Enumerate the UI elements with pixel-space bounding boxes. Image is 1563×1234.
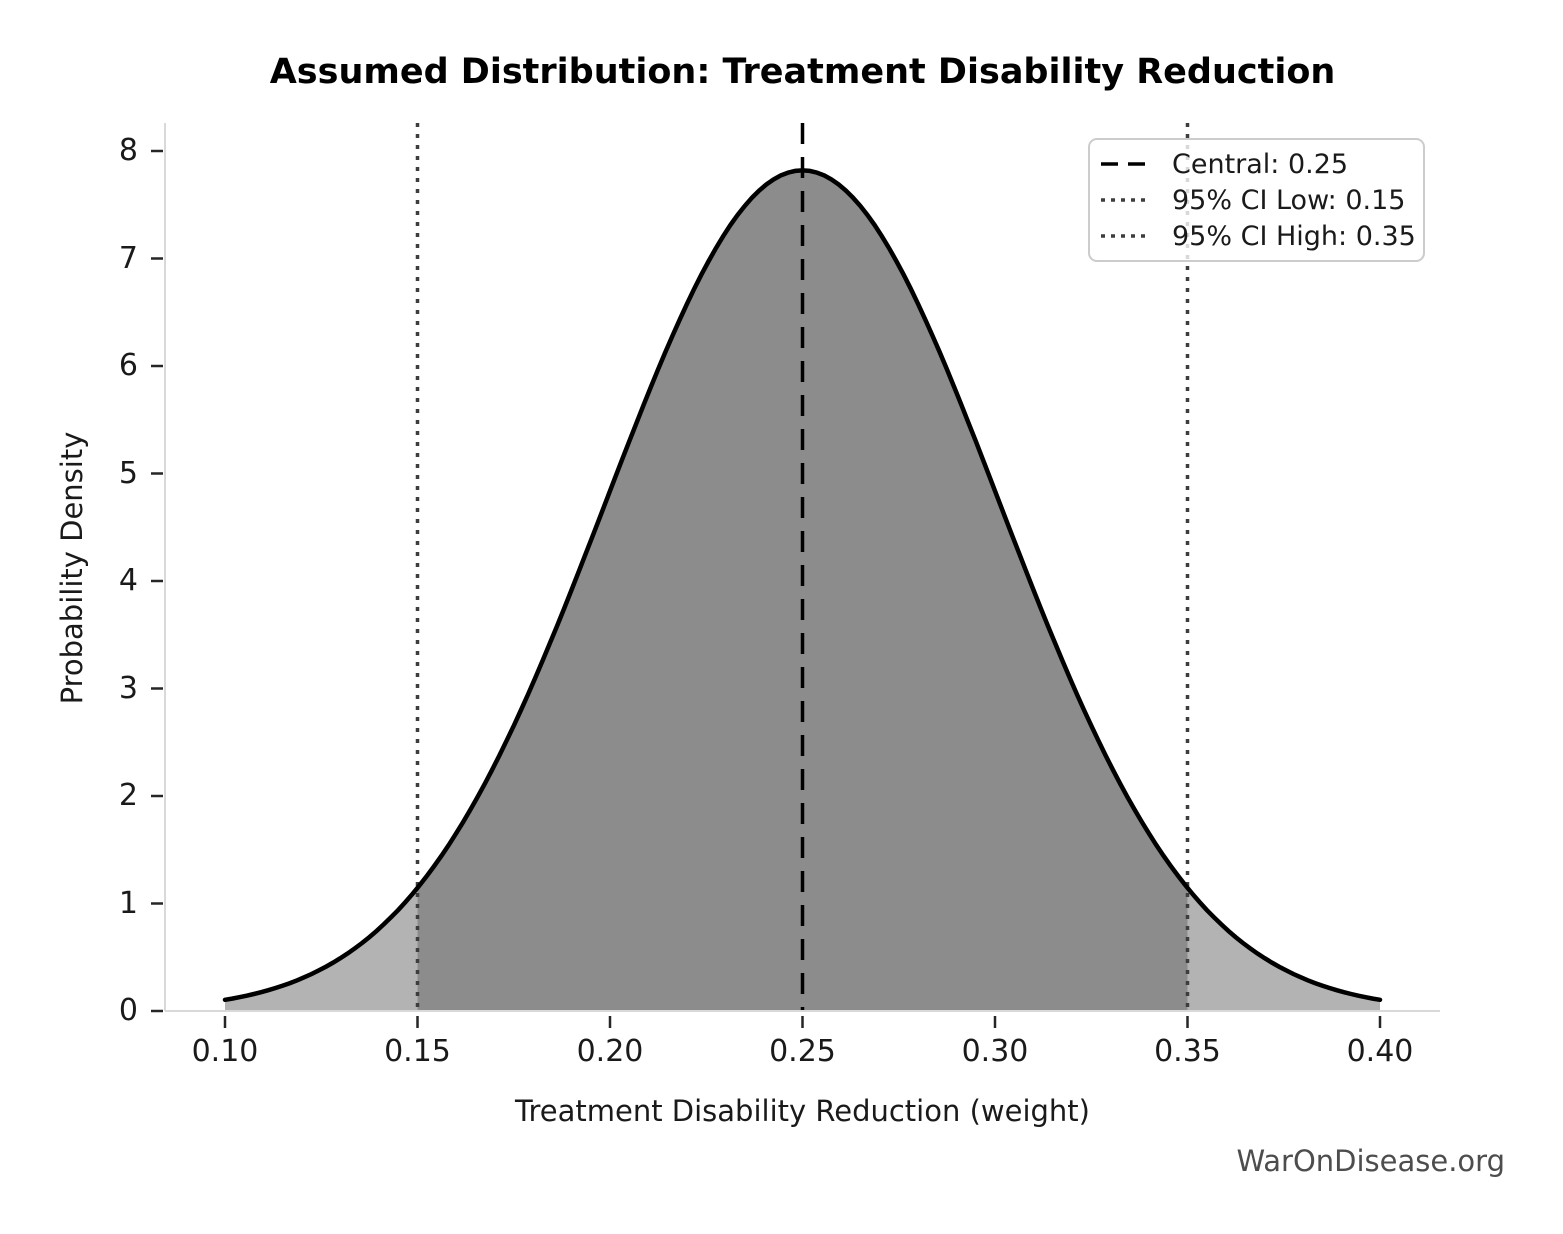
x-tick-label: 0.35 [1154, 1034, 1221, 1069]
watermark-text: WarOnDisease.org [1236, 1144, 1505, 1178]
legend-item-ci-low: 95% CI Low: 0.15 [1100, 185, 1413, 216]
x-tick-label: 0.25 [769, 1034, 836, 1069]
y-tick-label: 4 [118, 563, 138, 598]
legend-item-label: 95% CI Low: 0.15 [1172, 184, 1406, 216]
y-tick-label: 0 [118, 993, 138, 1028]
y-tick-label: 7 [118, 240, 138, 276]
legend-item-label: Central: 0.25 [1172, 148, 1349, 180]
legend-dashed-line-icon [1101, 162, 1151, 166]
legend-item-label: 95% CI High: 0.35 [1172, 220, 1416, 252]
x-tick-label: 0.10 [191, 1034, 259, 1069]
legend-item-central: Central: 0.25 [1100, 149, 1413, 180]
chart-title: Assumed Distribution: Treatment Disabili… [269, 52, 1336, 92]
legend-item-ci-high: 95% CI High: 0.35 [1100, 220, 1416, 252]
y-tick-label: 6 [118, 348, 138, 383]
legend-dotted-line-icon [1101, 234, 1151, 238]
x-axis-label: Treatment Disability Reduction (weight) [515, 1094, 1090, 1128]
y-tick-label: 5 [118, 455, 138, 491]
probability-density-curve [222, 168, 1383, 1003]
y-axis-label: Probability Density [55, 431, 89, 705]
x-tick-label: 0.15 [384, 1034, 451, 1069]
legend: Central: 0.25 95% CI Low: 0.15 95% CI High… [1088, 138, 1425, 262]
y-tick-label: 8 [118, 133, 138, 168]
y-tick-label: 1 [118, 885, 138, 921]
x-tick-label: 0.30 [961, 1034, 1029, 1069]
y-tick-label: 2 [118, 778, 138, 813]
density-fill-inside-ci [417, 170, 1188, 1011]
y-tick-label: 3 [118, 670, 138, 706]
x-tick-label: 0.20 [576, 1034, 644, 1069]
x-tick-label: 0.40 [1346, 1034, 1414, 1069]
legend-dotted-line-icon [1101, 198, 1151, 202]
